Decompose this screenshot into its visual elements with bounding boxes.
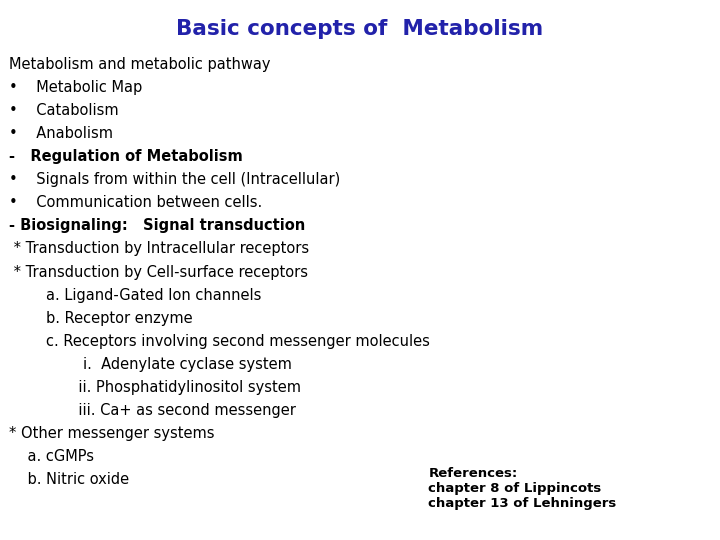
Text: •    Communication between cells.: • Communication between cells. — [9, 195, 262, 210]
Text: b. Nitric oxide: b. Nitric oxide — [9, 472, 129, 488]
Text: * Other messenger systems: * Other messenger systems — [9, 426, 214, 441]
Text: References:
chapter 8 of Lippincots
chapter 13 of Lehningers: References: chapter 8 of Lippincots chap… — [428, 467, 616, 510]
Text: a. cGMPs: a. cGMPs — [9, 449, 94, 464]
Text: ii. Phosphatidylinositol system: ii. Phosphatidylinositol system — [9, 380, 301, 395]
Text: i.  Adenylate cyclase system: i. Adenylate cyclase system — [9, 357, 292, 372]
Text: -   Regulation of Metabolism: - Regulation of Metabolism — [9, 149, 243, 164]
Text: * Transduction by Cell-surface receptors: * Transduction by Cell-surface receptors — [9, 265, 307, 280]
Text: - Biosignaling:   Signal transduction: - Biosignaling: Signal transduction — [9, 218, 305, 233]
Text: •    Anabolism: • Anabolism — [9, 126, 112, 141]
Text: * Transduction by Intracellular receptors: * Transduction by Intracellular receptor… — [9, 241, 309, 256]
Text: c. Receptors involving second messenger molecules: c. Receptors involving second messenger … — [9, 334, 430, 349]
Text: •    Metabolic Map: • Metabolic Map — [9, 80, 142, 95]
Text: a. Ligand-Gated Ion channels: a. Ligand-Gated Ion channels — [9, 288, 261, 303]
Text: b. Receptor enzyme: b. Receptor enzyme — [9, 311, 192, 326]
Text: Metabolism and metabolic pathway: Metabolism and metabolic pathway — [9, 57, 270, 72]
Text: •    Signals from within the cell (Intracellular): • Signals from within the cell (Intracel… — [9, 172, 340, 187]
Text: iii. Ca+ as second messenger: iii. Ca+ as second messenger — [9, 403, 295, 418]
Text: •    Catabolism: • Catabolism — [9, 103, 118, 118]
Text: Basic concepts of  Metabolism: Basic concepts of Metabolism — [176, 19, 544, 39]
